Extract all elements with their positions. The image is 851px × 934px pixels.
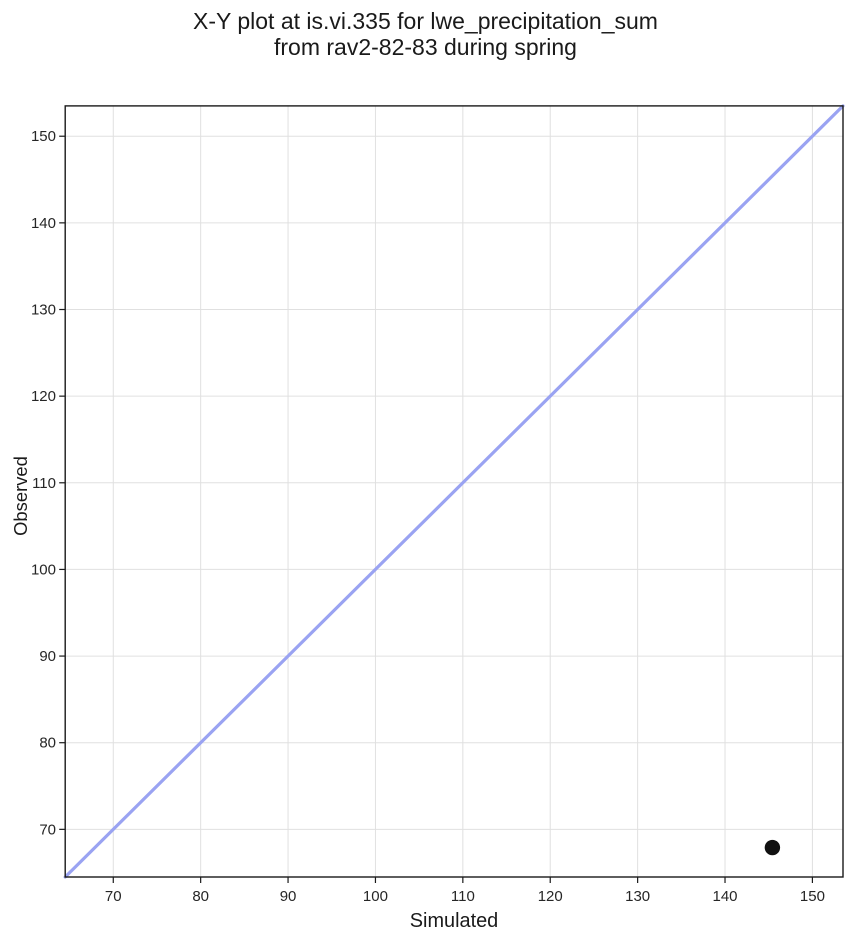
svg-text:150: 150 [31, 128, 56, 145]
svg-text:140: 140 [31, 215, 56, 232]
svg-text:130: 130 [31, 302, 56, 319]
svg-text:130: 130 [625, 888, 650, 905]
svg-text:150: 150 [800, 888, 825, 905]
svg-text:100: 100 [31, 561, 56, 578]
svg-text:110: 110 [32, 475, 56, 492]
svg-text:110: 110 [451, 888, 475, 905]
svg-text:80: 80 [39, 735, 56, 752]
svg-text:70: 70 [105, 888, 122, 905]
svg-text:100: 100 [363, 888, 388, 905]
svg-text:120: 120 [31, 388, 56, 405]
svg-text:70: 70 [39, 821, 56, 838]
svg-text:90: 90 [39, 648, 56, 665]
svg-text:140: 140 [713, 888, 738, 905]
svg-text:90: 90 [280, 888, 297, 905]
svg-text:80: 80 [192, 888, 209, 905]
svg-text:120: 120 [538, 888, 563, 905]
svg-text:Simulated: Simulated [410, 910, 498, 932]
